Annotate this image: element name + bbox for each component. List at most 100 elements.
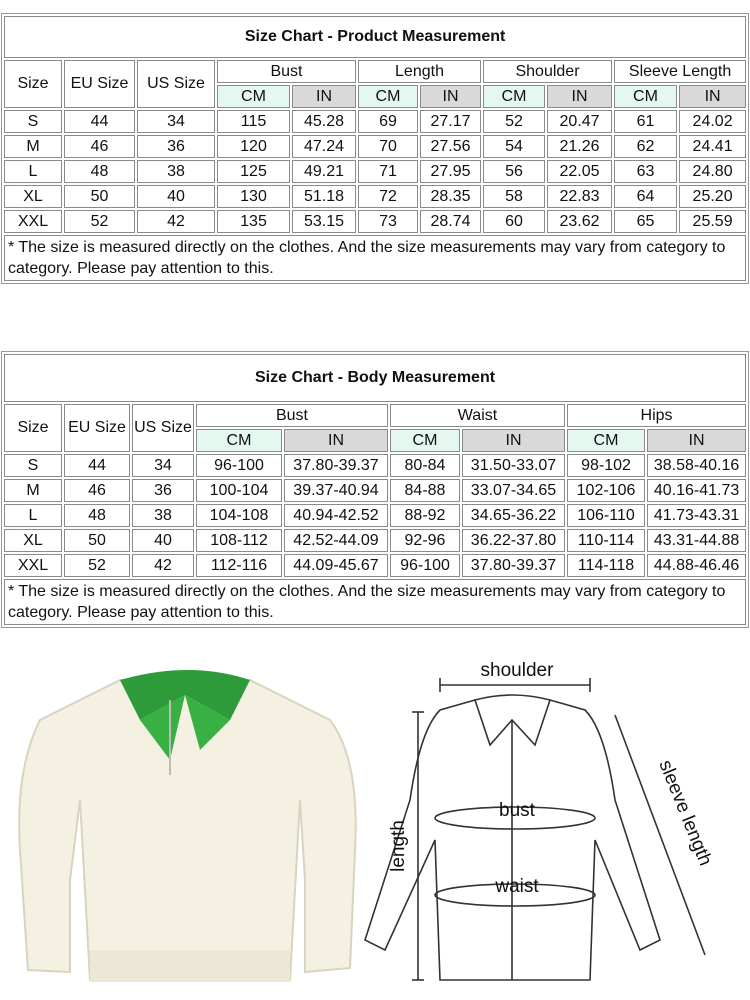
table-cell: 28.74 [420,210,481,233]
table-cell: 33.07-34.65 [462,479,565,502]
table-cell: 38 [132,504,194,527]
table-cell: 112-116 [196,554,282,577]
unit-header: CM [614,85,677,108]
group-header: Sleeve Length [614,60,747,83]
table-cell: L [4,504,62,527]
label-waist: waist [494,876,539,897]
table-cell: 25.59 [679,210,747,233]
measure-diagram [364,678,706,981]
table-cell: 36.22-37.80 [462,529,565,552]
column-header: EU Size [64,60,135,108]
table-cell: 71 [358,160,418,183]
column-header: Size [4,404,62,452]
table-cell: 27.17 [420,110,481,133]
table-cell: 65 [614,210,677,233]
table-cell: 24.41 [679,135,747,158]
table-cell: 38.58-40.16 [647,454,747,477]
group-header: Bust [196,404,388,427]
table-cell: 110-114 [567,529,645,552]
product-table: Size Chart - Product Measurement Size EU S… [1,13,750,284]
table-cell: 40 [137,185,215,208]
column-header: EU Size [64,404,130,452]
table-cell: 52 [64,210,135,233]
table-cell: XXL [4,210,62,233]
table-cell: 62 [614,135,677,158]
table-cell: 38 [137,160,215,183]
table-cell: 64 [614,185,677,208]
table-cell: 44 [64,110,135,133]
unit-header: IN [679,85,747,108]
table-note: * The size is measured directly on the c… [4,579,747,625]
table-cell: 27.56 [420,135,481,158]
table-cell: 88-92 [390,504,460,527]
table-cell: 21.26 [547,135,612,158]
unit-header: CM [217,85,290,108]
unit-header: IN [420,85,481,108]
table-cell: 92-96 [390,529,460,552]
table-cell: 108-112 [196,529,282,552]
table-cell: 34.65-36.22 [462,504,565,527]
group-header: Bust [217,60,356,83]
table-cell: 27.95 [420,160,481,183]
group-header: Shoulder [483,60,612,83]
table-cell: 115 [217,110,290,133]
table-cell: 22.05 [547,160,612,183]
table-cell: 42 [137,210,215,233]
table-cell: L [4,160,62,183]
table-cell: 60 [483,210,545,233]
unit-header: IN [284,429,388,452]
table-cell: 56 [483,160,545,183]
table-cell: 102-106 [567,479,645,502]
label-bust: bust [499,800,536,821]
table-cell: 42 [132,554,194,577]
table-cell: 44 [64,454,130,477]
table-cell: 48 [64,504,130,527]
table-cell: 135 [217,210,290,233]
table-title: Size Chart - Body Measurement [4,354,747,402]
table-cell: 34 [132,454,194,477]
table-cell: 45.28 [292,110,356,133]
table-title: Size Chart - Product Measurement [4,16,747,58]
table-cell: 84-88 [390,479,460,502]
table-cell: 40.16-41.73 [647,479,747,502]
unit-header: CM [390,429,460,452]
unit-header: CM [196,429,282,452]
label-shoulder: shoulder [481,660,555,681]
table-cell: 34 [137,110,215,133]
unit-header: IN [547,85,612,108]
table-cell: 39.37-40.94 [284,479,388,502]
table-cell: 54 [483,135,545,158]
sweater-photo [18,670,357,982]
table-cell: M [4,479,62,502]
table-cell: 100-104 [196,479,282,502]
table-cell: S [4,110,62,133]
table-cell: 46 [64,479,130,502]
table-cell: 52 [483,110,545,133]
unit-header: IN [462,429,565,452]
table-cell: 130 [217,185,290,208]
table-cell: 23.62 [547,210,612,233]
table-cell: 50 [64,185,135,208]
table-cell: 106-110 [567,504,645,527]
table-cell: 44.88-46.46 [647,554,747,577]
table-cell: 114-118 [567,554,645,577]
unit-header: CM [483,85,545,108]
table-cell: 120 [217,135,290,158]
table-cell: 40.94-42.52 [284,504,388,527]
table-cell: 53.15 [292,210,356,233]
table-cell: 28.35 [420,185,481,208]
table-cell: S [4,454,62,477]
table-cell: 70 [358,135,418,158]
table-cell: 24.02 [679,110,747,133]
table-cell: 42.52-44.09 [284,529,388,552]
table-cell: 31.50-33.07 [462,454,565,477]
unit-header: CM [358,85,418,108]
table-cell: 20.47 [547,110,612,133]
column-header: US Size [132,404,194,452]
table-cell: 104-108 [196,504,282,527]
table-cell: 47.24 [292,135,356,158]
table-note: * The size is measured directly on the c… [4,235,747,281]
table-cell: 40 [132,529,194,552]
table-cell: 98-102 [567,454,645,477]
